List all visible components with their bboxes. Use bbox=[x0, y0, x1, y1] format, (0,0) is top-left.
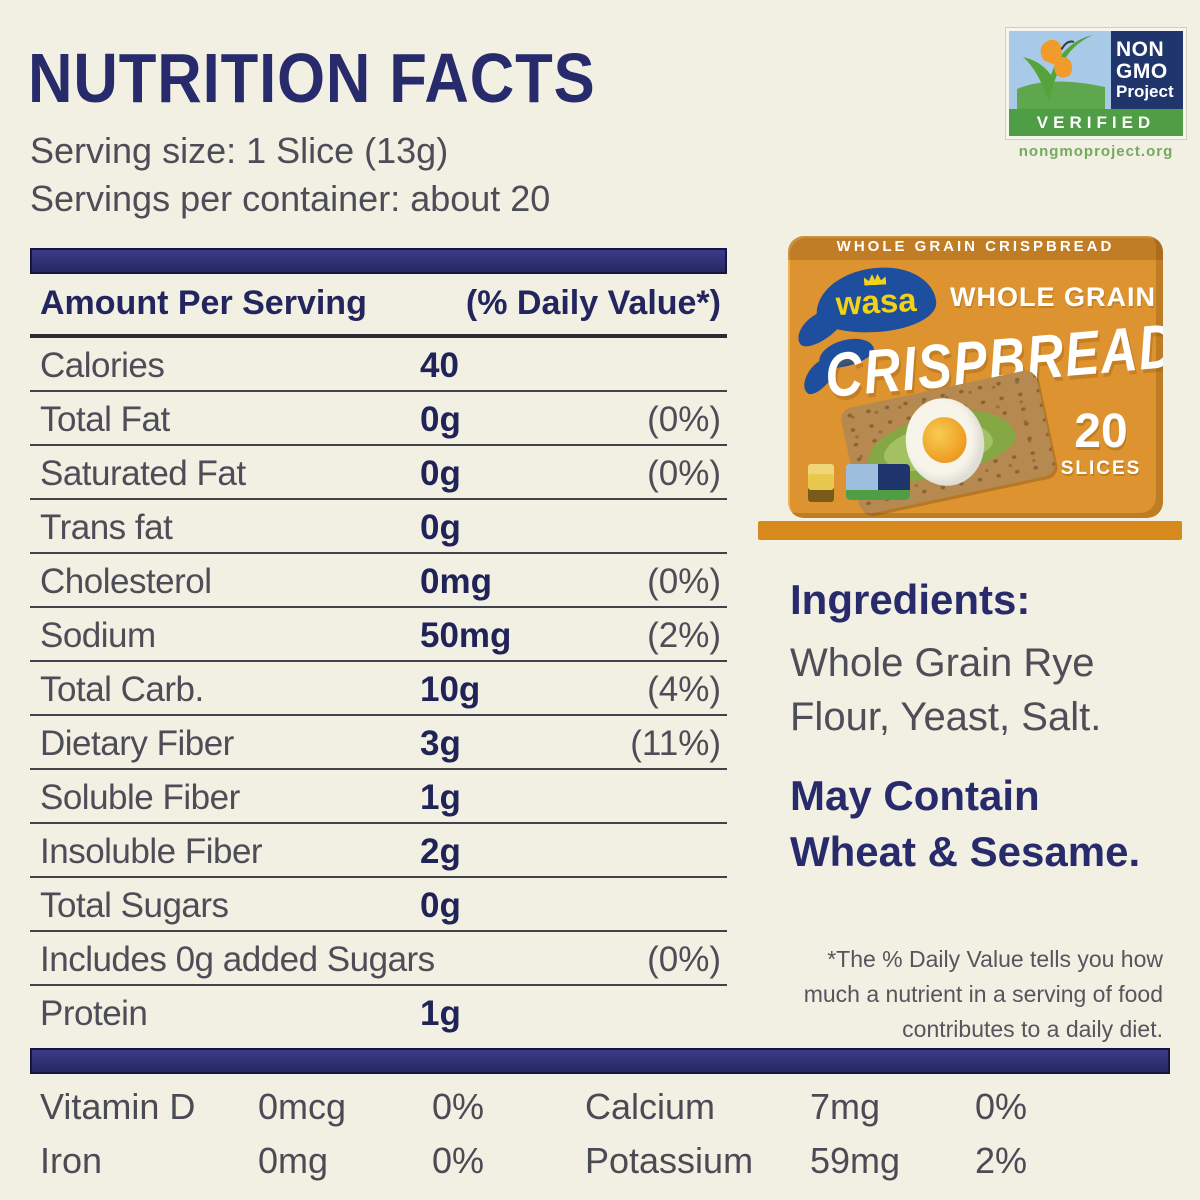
table-row-total-sugars: Total Sugars 0g bbox=[30, 878, 727, 932]
may-contain-line: May Contain bbox=[790, 772, 1040, 819]
mineral-value: 0mg bbox=[258, 1140, 329, 1181]
table-header-rule bbox=[30, 334, 727, 338]
non-gmo-line2: GMO bbox=[1116, 60, 1168, 83]
mineral-value: 0mcg bbox=[258, 1086, 347, 1127]
ingredients-line: Whole Grain Rye bbox=[790, 641, 1095, 685]
wasa-logo: wasa bbox=[814, 264, 938, 336]
row-value: 0g bbox=[420, 508, 461, 547]
mineral-pct: 0% bbox=[975, 1086, 1028, 1127]
servings-per-container-text: Servings per container: about 20 bbox=[30, 178, 551, 219]
serving-size-text: Serving size: 1 Slice (13g) bbox=[30, 130, 449, 171]
non-gmo-seal-top: NON GMO Project bbox=[1009, 31, 1183, 109]
row-label: Includes 0g added Sugars bbox=[40, 940, 435, 979]
table-row-sodium: Sodium 50mg (2%) bbox=[30, 608, 727, 662]
row-pct: (0%) bbox=[647, 400, 721, 439]
product-package-image: WHOLE GRAIN CRISPBREAD wasa WHOLE GRAIN … bbox=[788, 236, 1163, 518]
mineral-value: 59mg bbox=[810, 1140, 901, 1181]
table-row-trans-fat: Trans fat 0g bbox=[30, 500, 727, 554]
butterfly-checkmark-icon bbox=[1009, 31, 1111, 109]
non-gmo-line3: Project bbox=[1116, 82, 1174, 101]
row-label: Saturated Fat bbox=[40, 454, 246, 493]
table-bottom-bar bbox=[30, 1048, 1170, 1074]
table-row-protein: Protein 1g bbox=[30, 986, 727, 1040]
ingredients-line: Flour, Yeast, Salt. bbox=[790, 695, 1102, 739]
package-non-gmo-mini-badge-icon bbox=[846, 464, 910, 500]
table-row-calories: Calories 40 bbox=[30, 338, 727, 392]
non-gmo-url: nongmoproject.org bbox=[1018, 143, 1174, 160]
may-contain-line: Wheat & Sesame. bbox=[790, 828, 1141, 875]
row-label: Insoluble Fiber bbox=[40, 832, 263, 871]
daily-value-footnote: *The % Daily Value tells you how much a … bbox=[803, 946, 1163, 1042]
ingredients-heading: Ingredients: bbox=[790, 576, 1031, 623]
mineral-name: Vitamin D bbox=[40, 1086, 196, 1127]
table-header: Amount Per Serving (% Daily Value*) bbox=[30, 284, 727, 330]
row-value: 3g bbox=[420, 724, 461, 763]
table-top-bar bbox=[30, 248, 727, 274]
non-gmo-line1: NON bbox=[1116, 38, 1165, 61]
row-value: 0g bbox=[420, 454, 461, 493]
row-label: Dietary Fiber bbox=[40, 724, 234, 763]
row-value: 40 bbox=[420, 346, 459, 385]
mineral-pct: 0% bbox=[432, 1140, 485, 1181]
table-row-total-fat: Total Fat 0g (0%) bbox=[30, 392, 727, 446]
row-label: Total Sugars bbox=[40, 886, 229, 925]
table-row-dietary-fiber: Dietary Fiber 3g (11%) bbox=[30, 716, 727, 770]
table-row-soluble-fiber: Soluble Fiber 1g bbox=[30, 770, 727, 824]
table-row-saturated-fat: Saturated Fat 0g (0%) bbox=[30, 446, 727, 500]
table-row-cholesterol: Cholesterol 0mg (0%) bbox=[30, 554, 727, 608]
ingredients-section: Ingredients: Whole Grain Rye Flour, Yeas… bbox=[790, 576, 1190, 880]
mineral-name: Calcium bbox=[585, 1086, 716, 1127]
row-label: Protein bbox=[40, 994, 148, 1033]
row-pct: (0%) bbox=[647, 562, 721, 601]
wasa-brand-text: wasa bbox=[834, 280, 918, 323]
row-pct: (2%) bbox=[647, 616, 721, 655]
row-value: 2g bbox=[420, 832, 461, 871]
orange-divider-bar bbox=[758, 521, 1182, 540]
row-pct: (11%) bbox=[630, 724, 721, 763]
daily-value-header: (% Daily Value*) bbox=[465, 284, 721, 322]
verified-banner: VERIFIED bbox=[1009, 109, 1183, 136]
row-value: 1g bbox=[420, 778, 461, 817]
mineral-pct: 0% bbox=[432, 1086, 485, 1127]
package-small-badge-icon bbox=[808, 464, 834, 502]
mineral-name: Iron bbox=[40, 1140, 103, 1181]
table-row-insoluble-fiber: Insoluble Fiber 2g bbox=[30, 824, 727, 878]
row-value: 0g bbox=[420, 400, 461, 439]
slice-count-unit: SLICES bbox=[1060, 458, 1142, 479]
row-value: 0mg bbox=[420, 562, 492, 601]
row-pct: (4%) bbox=[647, 670, 721, 709]
non-gmo-seal-name: NON GMO Project bbox=[1111, 31, 1183, 109]
row-value: 0g bbox=[420, 886, 461, 925]
table-row-added-sugars: Includes 0g added Sugars (0%) bbox=[30, 932, 727, 986]
row-label: Sodium bbox=[40, 616, 156, 655]
package-variety-text: WHOLE GRAIN bbox=[950, 282, 1156, 312]
page-title: NUTRITION FACTS bbox=[28, 39, 596, 117]
row-value: 50mg bbox=[420, 616, 512, 655]
row-label: Total Fat bbox=[40, 400, 170, 439]
table-row-total-carb: Total Carb. 10g (4%) bbox=[30, 662, 727, 716]
row-pct: (0%) bbox=[647, 940, 721, 979]
package-top-label: WHOLE GRAIN CRISPBREAD bbox=[788, 236, 1163, 260]
crown-icon bbox=[864, 273, 887, 285]
nutrition-rows: Calories 40 Total Fat 0g (0%) Saturated … bbox=[30, 338, 727, 1040]
row-label: Soluble Fiber bbox=[40, 778, 240, 817]
egg-yolk-image bbox=[918, 413, 971, 468]
mineral-pct: 2% bbox=[975, 1140, 1028, 1181]
row-label: Cholesterol bbox=[40, 562, 212, 601]
mineral-name: Potassium bbox=[585, 1140, 754, 1181]
row-label: Trans fat bbox=[40, 508, 173, 547]
row-label: Calories bbox=[40, 346, 165, 385]
mineral-value: 7mg bbox=[810, 1086, 881, 1127]
minerals-row: Iron 0mg 0% Potassium 59mg 2% bbox=[30, 1140, 1170, 1186]
row-label: Total Carb. bbox=[40, 670, 204, 709]
non-gmo-verified-seal: NON GMO Project VERIFIED nongmoproject.o… bbox=[1005, 27, 1187, 160]
row-pct: (0%) bbox=[647, 454, 721, 493]
row-value: 1g bbox=[420, 994, 461, 1033]
non-gmo-seal-box: NON GMO Project VERIFIED bbox=[1005, 27, 1187, 140]
minerals-row: Vitamin D 0mcg 0% Calcium 7mg 0% bbox=[30, 1086, 1170, 1132]
amount-per-serving-header: Amount Per Serving bbox=[40, 284, 367, 322]
row-value: 10g bbox=[420, 670, 481, 709]
slice-count: 20 bbox=[1074, 405, 1128, 458]
